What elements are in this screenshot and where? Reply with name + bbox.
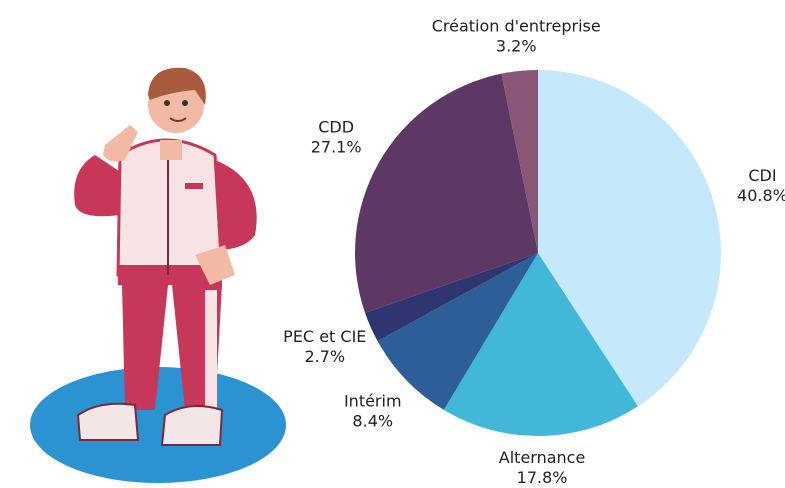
slice-value: 3.2% xyxy=(496,37,537,56)
slice-label: PEC et CIE xyxy=(283,327,366,346)
slice-value: 40.8% xyxy=(737,186,785,205)
slice-label: CDI xyxy=(748,166,776,185)
slice-value: 2.7% xyxy=(304,347,345,366)
chart: CDI40.8% Alternance17.8% Intérim8.4% PEC et… xyxy=(0,0,785,488)
slice-value: 17.8% xyxy=(517,468,568,487)
slice-label: Alternance xyxy=(499,448,586,467)
slice-label: Intérim xyxy=(344,392,402,411)
slice-value: 8.4% xyxy=(352,412,393,431)
slice-label: Création d'entreprise xyxy=(432,17,601,36)
slice-label: CDD xyxy=(318,117,354,136)
slice-value: 27.1% xyxy=(311,137,362,156)
illustration xyxy=(30,68,286,483)
